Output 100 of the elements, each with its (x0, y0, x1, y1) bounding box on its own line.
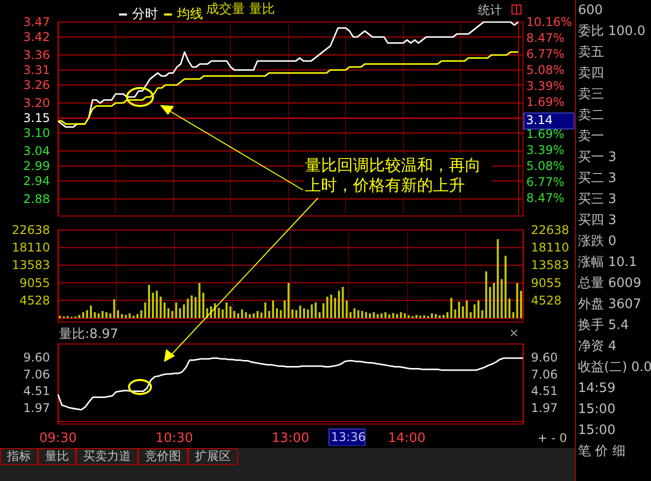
bar (226, 302, 228, 318)
bar (485, 271, 488, 318)
text: 14:59 (577, 380, 616, 398)
bar (260, 312, 262, 318)
bar (384, 312, 386, 318)
bar (338, 290, 340, 318)
y-tick-label: 3.26 (23, 78, 50, 92)
text: 卖四 (577, 65, 605, 83)
text: 600 (577, 2, 604, 20)
bar (233, 311, 236, 318)
bar (520, 290, 522, 318)
bar (94, 312, 96, 318)
text: 竞价图 (138, 448, 188, 465)
text: 13:36 (331, 430, 366, 444)
bar (361, 311, 364, 318)
bar (376, 314, 379, 318)
bar (113, 299, 116, 318)
chart-title: 量比:8.97 (59, 327, 118, 342)
bar (474, 304, 476, 318)
y2-tick-label: 4.51 (531, 384, 558, 398)
bar (372, 312, 375, 318)
text: 买三 3 (577, 191, 618, 209)
y2-tick-label: 5.08% (526, 63, 564, 77)
bar (152, 292, 154, 318)
bar (98, 313, 100, 318)
bar (492, 283, 495, 318)
bar (392, 312, 394, 318)
y-tick-label: 3.31 (23, 63, 50, 77)
y-tick-label: 7.06 (23, 367, 50, 382)
bar (396, 314, 398, 318)
y2-tick-label: 1.69% (526, 95, 564, 110)
bar (256, 311, 259, 318)
bar (264, 302, 266, 318)
y-tick-label: 4.51 (23, 384, 50, 398)
text: 买四 3 (577, 212, 618, 230)
bar (164, 302, 166, 318)
bar (299, 306, 302, 318)
bar (190, 295, 193, 318)
x-tick-label: 14:00 (388, 431, 426, 446)
bar (222, 309, 224, 318)
bar (430, 313, 433, 318)
bar (326, 296, 328, 318)
bar (78, 314, 80, 318)
y-tick-label: 9055 (19, 276, 50, 290)
y2-tick-label: 10.16% (526, 15, 572, 29)
y-tick-label: 18110 (12, 240, 50, 255)
y2-tick-label: 13583 (531, 258, 570, 272)
bar (408, 315, 410, 318)
bar (241, 309, 244, 318)
y-tick-label: 1.97 (23, 400, 50, 415)
text: 15:00 (577, 422, 616, 440)
y-tick-label: 3.36 (23, 48, 50, 62)
bar (400, 312, 402, 318)
bar (214, 303, 216, 318)
bar (291, 309, 294, 318)
text: 涨幅 10.1 (577, 254, 638, 272)
bar (365, 312, 368, 318)
bar (272, 300, 274, 318)
y2-tick-label: 18110 (531, 240, 570, 255)
text: 卖三 (577, 86, 605, 104)
bar (105, 312, 108, 318)
bar (306, 309, 309, 318)
y2-tick-label: 1.97 (531, 400, 558, 415)
bar (102, 311, 104, 318)
x-tick-label: 10:30 (156, 431, 193, 446)
bar (179, 308, 182, 318)
bar (90, 306, 92, 318)
text: 3.14 (526, 113, 553, 127)
y2-tick-label: 1.69% (526, 126, 564, 141)
legend-label: 分时 (132, 7, 158, 22)
text: 总量 6009 (577, 275, 642, 293)
bar (310, 304, 313, 318)
bar (504, 256, 507, 318)
y2-tick-label: 8.47% (526, 30, 564, 45)
y-tick-label: 3.42 (23, 30, 50, 44)
y-tick-label: 4528 (19, 293, 50, 308)
bar (322, 303, 324, 318)
bar (350, 312, 352, 318)
bar (202, 292, 204, 318)
bar (82, 312, 84, 318)
bar (218, 308, 220, 318)
bar (148, 284, 150, 318)
bar (334, 298, 336, 318)
y-tick-label: 3.20 (23, 96, 50, 110)
bar (198, 283, 200, 318)
bar (357, 310, 360, 318)
bar (368, 313, 371, 318)
x-tick-label: 13:00 (272, 431, 310, 446)
bar (124, 314, 127, 318)
y-tick-label: 3.15 (23, 111, 50, 125)
text: 扩展区 (188, 448, 238, 465)
bar (314, 302, 317, 318)
y2-tick-label: 3.39% (526, 78, 564, 93)
bar (353, 308, 356, 318)
x-tick-label: 09:30 (39, 431, 77, 446)
bar (156, 290, 158, 318)
y2-tick-label: 7.06 (531, 367, 558, 382)
bar (128, 313, 131, 318)
bar (248, 314, 251, 318)
bar (423, 315, 426, 318)
